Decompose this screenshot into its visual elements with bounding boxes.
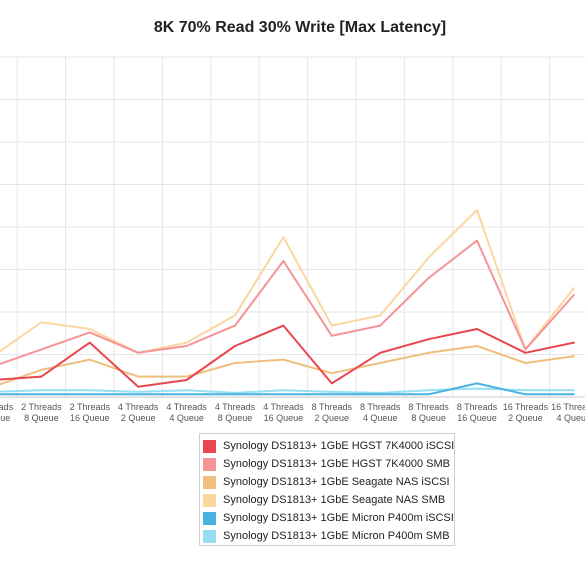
legend-swatch: [203, 439, 216, 453]
legend-item: Synology DS1813+ 1GbE HGST 7K4000 iSCSI: [203, 437, 454, 455]
x-tick-label-line: 4 Queue: [363, 413, 398, 423]
legend-label: Synology DS1813+ 1GbE Micron P400m SMB: [223, 530, 450, 542]
x-tick-label-line: 2 Threads: [70, 402, 111, 412]
legend-swatch: [203, 511, 216, 525]
legend-label: Synology DS1813+ 1GbE Seagate NAS iSCSI: [223, 476, 450, 488]
legend-item: Synology DS1813+ 1GbE Micron P400m iSCSI: [203, 509, 454, 527]
x-tick-label-line: 2 Queue: [508, 413, 543, 423]
x-tick-label-line: 16 Queue: [457, 413, 497, 423]
x-tick-label-line: 4 Queue: [557, 413, 585, 423]
legend-item: Synology DS1813+ 1GbE Seagate NAS SMB: [203, 491, 454, 509]
legend-item: Synology DS1813+ 1GbE Seagate NAS iSCSI: [203, 473, 454, 491]
legend-swatch: [203, 457, 216, 471]
x-tick-label-line: 4 Threads: [166, 402, 207, 412]
series-line: [0, 324, 575, 388]
x-tick-label-line: 8 Threads: [457, 402, 498, 412]
x-tick-label: 8 Threads 16 Queue: [457, 402, 498, 423]
legend-swatch: [203, 529, 216, 543]
legend-item: Synology DS1813+ 1GbE Micron P400m SMB: [203, 527, 454, 545]
x-tick-label: 2 Threads 8 Queue: [21, 402, 62, 423]
x-tick-label-line: 1 Threads: [0, 402, 14, 412]
series-line: [0, 239, 575, 366]
legend-label: Synology DS1813+ 1GbE HGST 7K4000 iSCSI: [223, 440, 455, 452]
x-tick-label-line: 2 Queue: [315, 413, 350, 423]
x-tick-label-line: 2 Threads: [21, 402, 62, 412]
x-tick-label: 4 Threads 8 Queue: [215, 402, 256, 423]
legend-label: Synology DS1813+ 1GbE HGST 7K4000 SMB: [223, 458, 450, 470]
x-tick-label-line: 16 Queue: [264, 413, 304, 423]
x-tick-label-line: 8 Queue: [24, 413, 59, 423]
x-tick-label: 8 Threads 8 Queue: [408, 402, 449, 423]
x-tick-label: 4 Threads 2 Queue: [118, 402, 159, 423]
x-tick-label-line: 16 Threads: [503, 402, 549, 412]
series-line: [0, 209, 575, 354]
x-tick-label-line: 16 Queue: [70, 413, 110, 423]
x-tick-label-line: 2 Queue: [121, 413, 156, 423]
series-lines: [0, 209, 575, 396]
x-tick-label: 8 Threads 2 Queue: [312, 402, 353, 423]
x-tick-label-line: 4 Threads: [215, 402, 256, 412]
legend-swatch: [203, 475, 216, 489]
series-line: [0, 382, 575, 396]
x-tick-label-line: 16 Threads: [551, 402, 585, 412]
chart-legend: Synology DS1813+ 1GbE HGST 7K4000 iSCSI S…: [199, 433, 455, 546]
legend-label: Synology DS1813+ 1GbE Seagate NAS SMB: [223, 494, 446, 506]
x-tick-label-line: 4 Threads: [118, 402, 159, 412]
x-tick-label-line: 8 Threads: [408, 402, 449, 412]
x-tick-label: 8 Threads 4 Queue: [360, 402, 401, 423]
grid-lines: [0, 56, 585, 398]
legend-label: Synology DS1813+ 1GbE Micron P400m iSCSI: [223, 512, 454, 524]
series-line: [0, 345, 575, 386]
x-tick-label: 4 Threads 16 Queue: [263, 402, 304, 423]
x-tick-label: 2 Threads 16 Queue: [70, 402, 111, 423]
x-tick-label-line: 8 Threads: [312, 402, 353, 412]
legend-item: Synology DS1813+ 1GbE HGST 7K4000 SMB: [203, 455, 454, 473]
x-tick-label: 4 Threads 4 Queue: [166, 402, 207, 423]
series-line: [0, 387, 575, 394]
chart-title: 8K 70% Read 30% Write [Max Latency]: [153, 19, 447, 36]
x-tick-label-line: 8 Queue: [411, 413, 446, 423]
x-tick-label-line: 4 Threads: [263, 402, 304, 412]
x-tick-label-line: 2 Queue: [0, 413, 10, 423]
x-tick-label-line: 4 Queue: [169, 413, 204, 423]
x-tick-label: 16 Threads 2 Queue: [503, 402, 549, 423]
x-tick-label-line: 8 Queue: [218, 413, 253, 423]
legend-swatch: [203, 493, 216, 507]
x-tick-label-line: 8 Threads: [360, 402, 401, 412]
